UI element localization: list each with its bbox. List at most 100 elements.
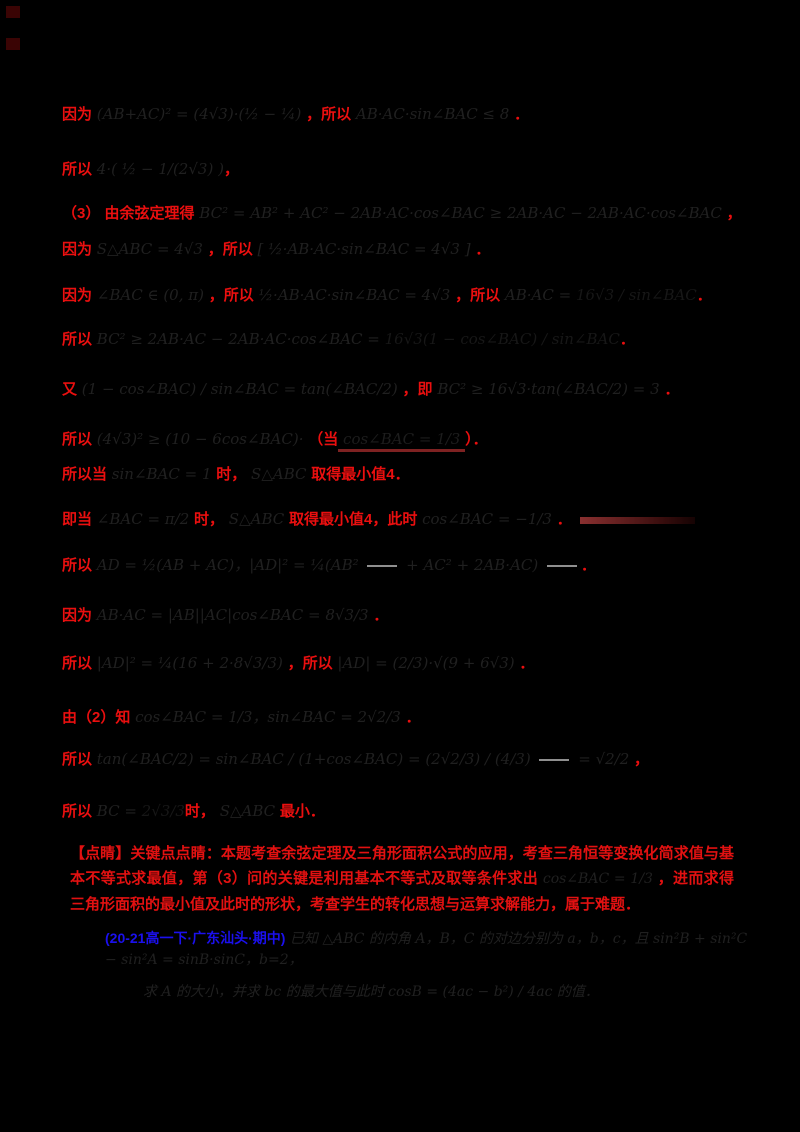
formula-fragment: AB·AC = |AB||AC|cos∠BAC = 8√3∕3 (92, 606, 374, 624)
formula-fragment: S△ABC (214, 802, 280, 820)
next-problem-line1: (20-21高一下·广东汕头·期中) 已知 △ABC 的内角 A，B，C 的对边… (105, 928, 755, 970)
solution-red-text: ． (514, 106, 530, 123)
formula-fragment: cos∠BAC = −1/3 (417, 510, 557, 528)
fraction-bar-glint (367, 565, 398, 568)
formula-fragment: ∠BAC ∈ (0, π) (92, 286, 209, 304)
solution-red-text: ，所以 (207, 241, 253, 258)
formula-fragment: [ ½·AB·AC·sin∠BAC = 4√3 ] (252, 240, 476, 258)
formula-fragment: 16√3(1 − cos∠BAC) ∕ sin∠BAC (384, 330, 620, 348)
solution-line: 所以 |AD|² = ¼(16 + 2·8√3∕3) ，所以 |AD| = (2… (62, 652, 534, 675)
formula-fragment-underlined: cos∠BAC = 1/3 (338, 430, 466, 452)
solution-red-text: 所以当 (62, 466, 108, 483)
solution-red-text: 又 (62, 381, 78, 398)
solution-red-text: ， (402, 381, 418, 398)
solution-red-text: ． (664, 381, 680, 398)
solution-red-text: 因为 (62, 287, 93, 304)
formula-fragment: BC² ≥ 2AB·AC − 2AB·AC·cos∠BAC = (92, 330, 385, 348)
solution-line: 所以 (4√3)² ≥ (10 − 6cos∠BAC)· （当 cos∠BAC … (62, 428, 488, 452)
key-note-line2-post: ，进而求得三角形面积的最 (70, 870, 734, 913)
maroon-fade-bar (579, 516, 695, 524)
solution-red-text: 取得最小值4，此时 (289, 511, 418, 528)
solution-red-text: （3） (62, 205, 105, 222)
fraction-bar-glint (547, 565, 578, 568)
formula-fragment: (AB+AC)² = (4√3)·(½ − ¼) (92, 105, 307, 123)
fraction-bar-glint (539, 759, 570, 762)
solution-line: 因为 AB·AC = |AB||AC|cos∠BAC = 8√3∕3 ． (62, 604, 388, 627)
key-note-line3: 小值及此时的形状，考查学生的转化思想与运算求解能力，属于难题． (175, 896, 641, 913)
formula-fragment: AD = ½(AB + AC)，|AD|² = ¼(AB² (92, 556, 364, 574)
solution-red-text: 即 (417, 381, 433, 398)
formula-fragment: BC² ≥ 16√3·tan(∠BAC/2) = 3 (432, 380, 665, 398)
solution-red-text: 由（2）知 (62, 709, 131, 726)
problem-statement-line2: 求 A 的大小，并求 bc 的最大值与此时 cosB = (4ac − b²) … (143, 984, 599, 1000)
solution-red-text: 所以 (62, 751, 93, 768)
solution-line: 因为 (AB+AC)² = (4√3)·(½ − ¼) ，所以 AB·AC·si… (62, 103, 529, 126)
solution-red-text: 因为 (62, 106, 93, 123)
solution-line: 所以 4·( ½ − 1/(2√3) )， (62, 158, 239, 181)
solution-red-text: 时， (194, 511, 225, 528)
solution-red-text: ． (696, 287, 712, 304)
solution-red-text: ， (726, 205, 742, 222)
formula-fragment: (4√3)² ≥ (10 − 6cos∠BAC)· (92, 430, 309, 448)
solution-red-text: ． (373, 607, 389, 624)
solution-red-text: ． (619, 331, 635, 348)
solution-red-text: ． (519, 655, 535, 672)
formula-fragment: 2√3∕3 (141, 802, 185, 820)
solution-line: 所以 tan(∠BAC/2) = sin∠BAC ∕ (1+cos∠BAC) =… (62, 748, 649, 771)
corner-artifact-mark (6, 38, 20, 50)
key-note-line1: 【点睛】关键点点睛：本题考查余弦定理及三角形面积公式的应用，考查三角恒等变换化简… (70, 845, 734, 887)
solution-red-text: 最小． (279, 803, 325, 820)
solution-red-text: 所以 (62, 331, 93, 348)
solution-line: 所以当 sin∠BAC = 1 时， S△ABC 取得最小值4． (62, 463, 410, 486)
solution-line: 又 (1 − cos∠BAC) ∕ sin∠BAC = tan(∠BAC/2) … (62, 378, 679, 401)
formula-fragment: 16√3 ∕ sin∠BAC (575, 286, 697, 304)
formula-fragment: BC² = AB² + AC² − 2AB·AC·cos∠BAC ≥ 2AB·A… (194, 204, 727, 222)
formula-fragment: AB·AC = (500, 286, 576, 304)
formula-fragment: (1 − cos∠BAC) ∕ sin∠BAC = tan(∠BAC/2) (77, 380, 403, 398)
formula-fragment: S△ABC = 4√3 (92, 240, 208, 258)
corner-artifact-mark (6, 6, 20, 18)
formula-fragment: |AD| = (2∕3)·√(9 + 6√3) (332, 654, 520, 672)
solution-red-text: 所以 (62, 161, 93, 178)
formula-fragment: + AC² + 2AB·AC) (401, 556, 544, 574)
key-point-note: 【点睛】关键点点睛：本题考查余弦定理及三角形面积公式的应用，考查三角恒等变换化简… (70, 841, 734, 917)
problem-source-citation: (20-21高一下·广东汕头·期中) (105, 930, 286, 946)
solution-line: 即当 ∠BAC = π/2 时， S△ABC 取得最小值4，此时 cos∠BAC… (62, 508, 695, 531)
formula-fragment: S△ABC (224, 510, 289, 528)
solution-line: 所以 AD = ½(AB + AC)，|AD|² = ¼(AB² + AC² +… (62, 554, 596, 577)
formula-fragment: ∠BAC = π/2 (92, 510, 195, 528)
solution-red-text: ， (634, 751, 650, 768)
solution-red-text: ，所以 (208, 287, 254, 304)
formula-fragment: tan(∠BAC/2) = sin∠BAC ∕ (1+cos∠BAC) = (2… (92, 750, 536, 768)
formula-fragment: ½·AB·AC·sin∠BAC = 4√3 (253, 286, 456, 304)
formula-fragment: |AD|² = ¼(16 + 2·8√3∕3) (92, 654, 288, 672)
solution-red-text: 因为 (62, 241, 93, 258)
solution-red-text: ． (475, 241, 491, 258)
formula-fragment: cos∠BAC = 1/3，sin∠BAC = 2√2∕3 (130, 708, 406, 726)
solution-line: 所以 BC = 2√3∕3时， S△ABC 最小． (62, 800, 325, 823)
key-note-inline-formula: cos∠BAC = 1/3 (538, 871, 658, 887)
solution-line: （3） 由余弦定理得 BC² = AB² + AC² − 2AB·AC·cos∠… (62, 202, 742, 225)
solution-red-text: ，所以 (306, 106, 352, 123)
problem-statement: 已知 △ABC 的内角 A，B，C 的对边分别为 a，b，c，且 sin²B +… (105, 931, 748, 968)
solution-red-text: 时， (184, 803, 215, 820)
solution-red-text: ， (223, 161, 239, 178)
solution-red-text: 所以 (62, 431, 93, 448)
formula-fragment: sin∠BAC = 1 (107, 465, 217, 483)
solution-red-text: 时， (216, 466, 247, 483)
formula-fragment: BC = (92, 802, 142, 820)
solution-red-text: 因为 (62, 607, 93, 624)
solution-red-text: 所以 (62, 803, 93, 820)
solution-red-text: 即当 (62, 511, 93, 528)
key-note-line2-pre: 式求最值，第（3）问的关键是利用基本不等式及取等条件求出 (115, 870, 539, 887)
solution-red-text: 由余弦定理得 (104, 205, 195, 222)
solution-red-text: ，所以 (455, 287, 501, 304)
solution-red-text: ． (405, 709, 421, 726)
formula-fragment: AB·AC·sin∠BAC ≤ 8 (351, 105, 515, 123)
solution-red-text: ． (581, 557, 597, 574)
solution-red-text: 所以 (62, 655, 93, 672)
solution-red-text: 所以 (62, 557, 93, 574)
solution-red-text: ，所以 (287, 655, 333, 672)
